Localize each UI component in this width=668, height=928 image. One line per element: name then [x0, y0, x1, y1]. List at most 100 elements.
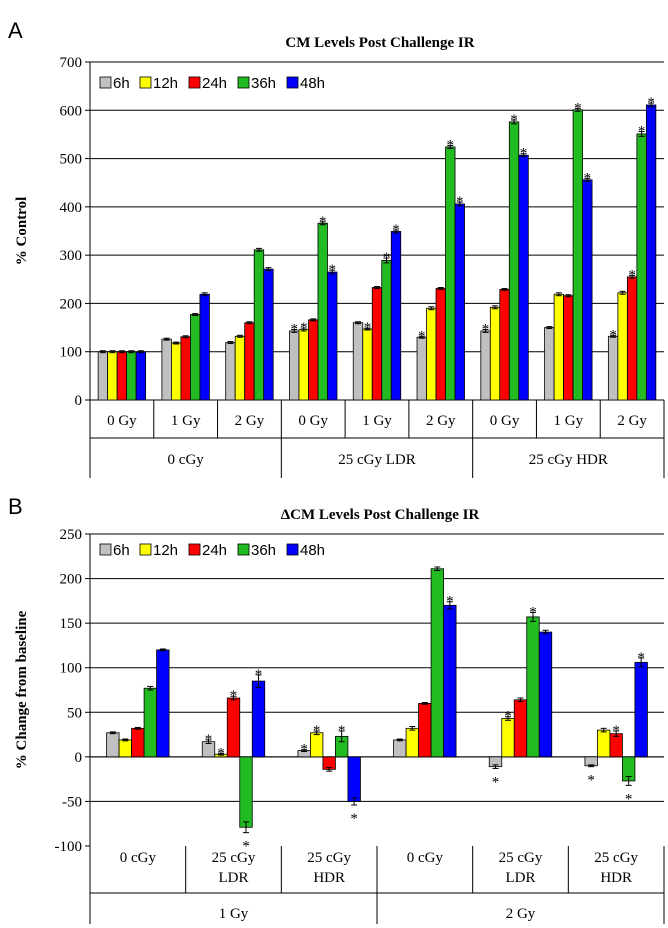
- bar-24h: [244, 322, 255, 401]
- significance-marker: *: [584, 170, 592, 186]
- significance-marker: *: [647, 95, 655, 111]
- y-tick-label: 100: [60, 661, 83, 677]
- significance-marker: *: [217, 745, 225, 761]
- bar-48h: [347, 756, 361, 802]
- x-category-label: 0 Gy: [298, 413, 328, 429]
- bar-36h: [508, 121, 520, 401]
- x-category-label: LDR: [219, 870, 249, 886]
- x-group-label: 25 cGy HDR: [529, 452, 608, 468]
- legend-swatch-6h: [99, 543, 112, 556]
- significance-marker: *: [637, 650, 645, 666]
- legend-label: 12h: [153, 75, 178, 92]
- bar-24h: [308, 319, 319, 401]
- bar-36h: [239, 756, 253, 828]
- bar-48h: [251, 680, 266, 758]
- legend-swatch-48h: [286, 543, 299, 556]
- y-tick-label: -100: [55, 839, 83, 855]
- x-category-label: 1 Gy: [554, 413, 584, 429]
- significance-marker: *: [574, 100, 582, 116]
- significance-marker: *: [510, 112, 518, 128]
- significance-marker: *: [338, 723, 346, 739]
- x-category-label: 25 cGy: [594, 850, 638, 866]
- y-tick-label: -50: [62, 794, 82, 810]
- bar-6h: [393, 739, 407, 758]
- significance-marker: *: [587, 773, 595, 789]
- bar-48h: [645, 104, 657, 401]
- bar-48h: [263, 268, 274, 401]
- bar-36h: [381, 260, 392, 401]
- x-category-label: 2 Gy: [426, 413, 456, 429]
- significance-marker: *: [392, 222, 400, 238]
- y-tick-label: 600: [60, 103, 83, 119]
- bar-12h: [107, 351, 118, 401]
- bar-48h: [390, 231, 402, 401]
- bar-12h: [362, 328, 373, 401]
- bar-12h: [171, 342, 182, 401]
- chart-panel-b: ΔCM Levels Post Challenge IR % Change fro…: [14, 507, 665, 924]
- bar-6h: [225, 342, 236, 401]
- x-category-label: LDR: [506, 870, 536, 886]
- bar-24h: [116, 351, 128, 401]
- significance-marker: *: [447, 138, 455, 154]
- bar-6h: [544, 327, 555, 401]
- legend-swatch-48h: [286, 76, 299, 89]
- y-tick-label: 150: [60, 616, 83, 632]
- bar-24h: [418, 702, 432, 758]
- x-category-label: 2 Gy: [235, 413, 265, 429]
- y-tick-label: 200: [60, 296, 83, 312]
- y-tick-label: 0: [75, 393, 83, 409]
- bar-12h: [298, 329, 309, 401]
- legend-swatch-24h: [188, 543, 201, 556]
- bar-12h: [597, 729, 611, 758]
- legend-label: 6h: [113, 75, 130, 92]
- legend-label: 36h: [251, 75, 276, 92]
- legend-swatch-36h: [237, 76, 250, 89]
- x-category-label: 0 cGy: [120, 850, 157, 866]
- bar-48h: [634, 661, 648, 758]
- significance-marker: *: [520, 146, 528, 162]
- legend-label: 6h: [113, 542, 130, 559]
- bar-6h: [106, 732, 120, 758]
- bar-24h: [513, 699, 528, 758]
- significance-marker: *: [242, 839, 250, 855]
- y-axis-label: % Change from baseline: [14, 610, 30, 769]
- legend-swatch-6h: [99, 76, 112, 89]
- bar-12h: [426, 307, 437, 401]
- significance-marker: *: [625, 791, 633, 807]
- bar-24h: [371, 287, 383, 401]
- bar-24h: [226, 697, 241, 758]
- legend-label: 24h: [202, 75, 227, 92]
- x-category-label: 0 cGy: [407, 850, 444, 866]
- significance-marker: *: [230, 688, 238, 704]
- bar-24h: [563, 295, 574, 401]
- significance-marker: *: [319, 214, 327, 230]
- significance-marker: *: [446, 594, 454, 610]
- significance-marker: *: [609, 327, 617, 343]
- chart-title: CM Levels Post Challenge IR: [285, 35, 474, 51]
- bar-36h: [445, 146, 456, 401]
- significance-marker: *: [628, 267, 636, 283]
- bar-36h: [317, 222, 328, 401]
- bar-24h: [180, 336, 191, 401]
- y-tick-label: 50: [67, 705, 82, 721]
- bar-6h: [352, 322, 364, 401]
- bar-6h: [480, 330, 491, 401]
- y-tick-label: 100: [60, 345, 83, 361]
- y-tick-label: 400: [60, 200, 83, 216]
- legend-swatch-24h: [188, 76, 201, 89]
- significance-marker: *: [290, 322, 298, 338]
- y-tick-label: 500: [60, 152, 83, 168]
- significance-marker: *: [350, 811, 358, 827]
- x-category-label: 0 Gy: [490, 413, 520, 429]
- significance-marker: *: [328, 262, 336, 278]
- legend-swatch-12h: [139, 543, 152, 556]
- bar-12h: [553, 293, 564, 401]
- legend-label: 24h: [202, 542, 227, 559]
- bar-12h: [405, 727, 419, 758]
- x-category-label: 1 Gy: [362, 413, 392, 429]
- bar-6h: [289, 330, 300, 401]
- bar-6h: [97, 351, 109, 401]
- bar-48h: [199, 293, 210, 401]
- x-category-label: 25 cGy: [499, 850, 543, 866]
